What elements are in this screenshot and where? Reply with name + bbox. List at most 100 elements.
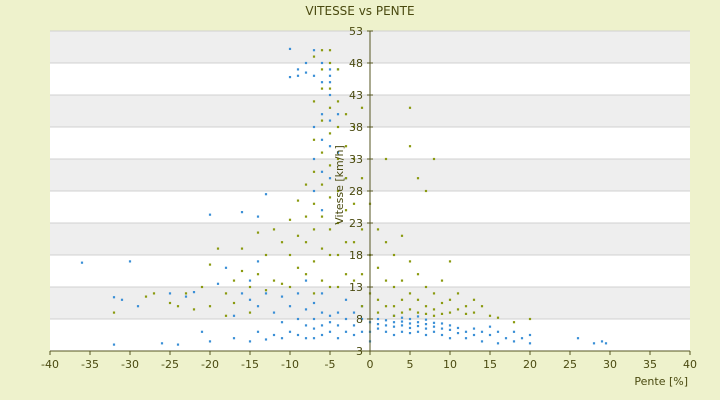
data-point-blue — [424, 323, 428, 326]
data-point-green — [184, 292, 188, 295]
data-point-green — [328, 285, 332, 289]
x-tick-label: 5 — [407, 358, 414, 371]
data-point-blue — [272, 333, 276, 337]
data-point-green — [384, 157, 388, 161]
data-point-green — [400, 234, 404, 237]
data-point-blue — [488, 333, 492, 337]
data-point-green — [400, 298, 404, 301]
data-point-blue — [384, 324, 388, 327]
data-point-green — [352, 157, 356, 161]
data-point-blue — [320, 113, 324, 116]
x-tick-label: -10 — [281, 358, 299, 371]
data-point-blue — [328, 93, 332, 97]
data-point-blue — [456, 326, 460, 330]
y-tick-label: 8 — [356, 313, 363, 326]
data-point-green — [408, 145, 412, 148]
data-point-blue — [288, 305, 292, 308]
data-point-blue — [320, 81, 324, 84]
data-point-green — [328, 253, 332, 257]
data-point-green — [528, 317, 532, 321]
data-point-green — [408, 106, 412, 109]
data-point-green — [336, 285, 340, 289]
chart-title: VITESSE vs PENTE — [305, 4, 414, 18]
data-point-green — [264, 289, 268, 292]
data-point-green — [192, 308, 196, 311]
x-tick-label: 20 — [523, 358, 537, 371]
data-point-green — [336, 68, 340, 71]
x-tick-label: -30 — [121, 358, 139, 371]
data-point-green — [272, 279, 276, 282]
data-point-blue — [296, 317, 300, 321]
data-point-blue — [312, 125, 316, 129]
data-point-blue — [376, 323, 380, 326]
data-point-green — [440, 312, 444, 315]
data-point-blue — [328, 321, 332, 324]
data-point-blue — [448, 337, 452, 340]
data-point-green — [272, 228, 276, 231]
data-point-green — [112, 311, 116, 314]
data-point-green — [320, 68, 324, 71]
data-point-blue — [604, 342, 608, 345]
data-point-blue — [264, 193, 268, 196]
data-point-blue — [416, 324, 420, 328]
data-point-blue — [408, 322, 412, 325]
data-point-green — [312, 202, 316, 205]
data-point-blue — [296, 68, 300, 71]
data-point-blue — [296, 74, 300, 77]
data-point-green — [352, 125, 356, 129]
data-point-green — [392, 314, 396, 317]
data-point-blue — [304, 71, 308, 74]
data-point-blue — [376, 317, 380, 321]
data-point-green — [176, 305, 180, 308]
data-point-blue — [400, 316, 404, 319]
data-point-green — [472, 311, 476, 314]
data-point-blue — [296, 333, 300, 337]
data-point-blue — [120, 298, 124, 301]
data-point-green — [400, 279, 404, 282]
data-point-blue — [576, 337, 580, 340]
data-point-blue — [400, 330, 404, 333]
data-point-green — [224, 314, 228, 317]
data-point-blue — [400, 324, 404, 327]
data-point-green — [344, 209, 348, 212]
data-point-green — [440, 301, 444, 305]
data-point-blue — [312, 301, 316, 305]
data-point-blue — [232, 314, 236, 317]
data-point-blue — [304, 61, 308, 65]
y-tick-label: 53 — [349, 25, 363, 38]
data-point-green — [344, 113, 348, 116]
x-tick-label: -35 — [81, 358, 99, 371]
data-point-green — [320, 247, 324, 250]
data-point-green — [352, 279, 356, 282]
data-point-blue — [408, 331, 412, 335]
data-point-blue — [216, 282, 220, 285]
data-point-blue — [416, 321, 420, 324]
data-point-green — [344, 241, 348, 244]
data-point-green — [304, 241, 308, 244]
data-point-blue — [360, 330, 364, 333]
data-point-blue — [168, 292, 172, 295]
x-tick-label: 0 — [367, 358, 374, 371]
data-point-blue — [336, 337, 340, 340]
data-point-green — [328, 61, 332, 65]
data-point-blue — [464, 337, 468, 340]
data-point-blue — [440, 322, 444, 325]
x-tick-label: -25 — [161, 358, 179, 371]
data-point-green — [384, 241, 388, 244]
x-tick-label: 10 — [443, 358, 457, 371]
data-point-blue — [248, 340, 252, 343]
data-point-green — [336, 100, 340, 103]
data-point-green — [312, 228, 316, 231]
data-point-blue — [344, 298, 348, 301]
data-point-blue — [512, 330, 516, 333]
data-point-blue — [200, 330, 204, 333]
data-point-blue — [160, 342, 164, 345]
data-point-blue — [328, 68, 332, 71]
data-point-blue — [192, 291, 196, 294]
data-point-green — [376, 228, 380, 231]
data-point-green — [384, 305, 388, 308]
data-point-blue — [208, 213, 212, 216]
data-point-blue — [432, 330, 436, 333]
data-point-blue — [512, 340, 516, 343]
